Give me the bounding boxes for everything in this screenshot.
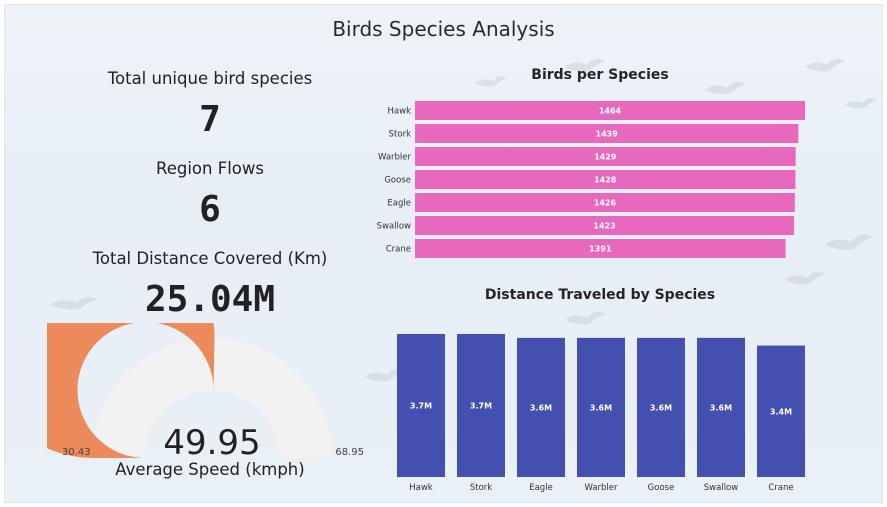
birds-per-species-title: Birds per Species [531,67,669,83]
hbar-bar[interactable] [415,193,795,212]
vbar-value-label: 3.6M [650,403,672,412]
vbar-bar[interactable] [697,337,745,477]
vbar-category-label: Eagle [529,483,553,493]
hbar-category-label: Eagle [387,199,411,209]
gauge-value: 49.95 [163,423,260,463]
page-title: Birds Species Analysis [332,17,555,41]
hbar-bar[interactable] [415,147,796,166]
gauge-label: Average Speed (kmph) [115,460,305,479]
total-distance-value: 25.04M [144,279,276,320]
gauge-min-label: 30.43 [62,447,91,458]
vbar-value-label: 3.7M [410,402,432,411]
region-flows-label: Region Flows [156,159,264,178]
hbar-value-label: 1423 [593,222,615,231]
birds-per-species-chart: Hawk 1464 Stork 1439 Warbler 1429 Goose 1428 Eag… [377,101,805,258]
vbar-category-label: Warbler [584,483,618,493]
hbar-bar[interactable] [415,216,795,235]
vbar-value-label: 3.6M [530,403,552,412]
vbar-value-label: 3.4M [770,407,792,416]
dashboard-canvas: Birds Species Analysis Total unique bird… [4,4,883,503]
vbar-bar[interactable] [457,334,505,477]
vbar-category-label: Crane [768,483,793,493]
unique-species-value: 7 [199,99,221,140]
vbar-category-label: Hawk [409,483,433,493]
vbar-bar[interactable] [397,334,445,477]
hbar-bar[interactable] [415,170,796,189]
hbar-value-label: 1464 [599,107,622,116]
hbar-category-label: Hawk [388,107,412,117]
distance-by-species-chart: 3.7M Hawk 3.7M Stork 3.6M Eagle 3.6M Warbler 3.6… [397,334,805,493]
vbar-category-label: Stork [470,483,492,493]
hbar-category-label: Swallow [377,222,411,232]
total-distance-label: Total Distance Covered (Km) [92,249,328,268]
hbar-bar[interactable] [415,124,799,143]
hbar-category-label: Goose [384,176,411,186]
region-flows-value: 6 [199,189,221,230]
vbar-bar[interactable] [637,337,685,477]
hbar-value-label: 1426 [594,199,617,208]
hbar-bar[interactable] [415,239,786,258]
hbar-category-label: Crane [386,245,411,255]
distance-by-species-title: Distance Traveled by Species [484,287,716,303]
vbar-bar[interactable] [517,337,565,477]
hbar-value-label: 1391 [589,245,612,254]
gauge-max-label: 68.95 [335,447,364,458]
vbar-bar[interactable] [757,345,805,477]
hbar-category-label: Stork [389,130,411,140]
vbar-category-label: Goose [648,483,675,493]
hbar-category-label: Warbler [378,153,412,163]
vbar-category-label: Swallow [704,483,738,493]
hbar-value-label: 1429 [594,153,617,162]
hbar-bar[interactable] [415,101,805,120]
hbar-value-label: 1439 [596,130,619,139]
gauge-track [92,338,332,458]
vbar-value-label: 3.7M [470,402,492,411]
gauge-fill [47,323,215,458]
hbar-value-label: 1428 [594,176,617,185]
average-speed-gauge: 49.95 30.43 68.95 [47,323,364,463]
unique-species-label: Total unique bird species [107,69,313,88]
vbar-bar[interactable] [577,337,625,477]
vbar-value-label: 3.6M [590,403,612,412]
vbar-value-label: 3.6M [710,403,732,412]
